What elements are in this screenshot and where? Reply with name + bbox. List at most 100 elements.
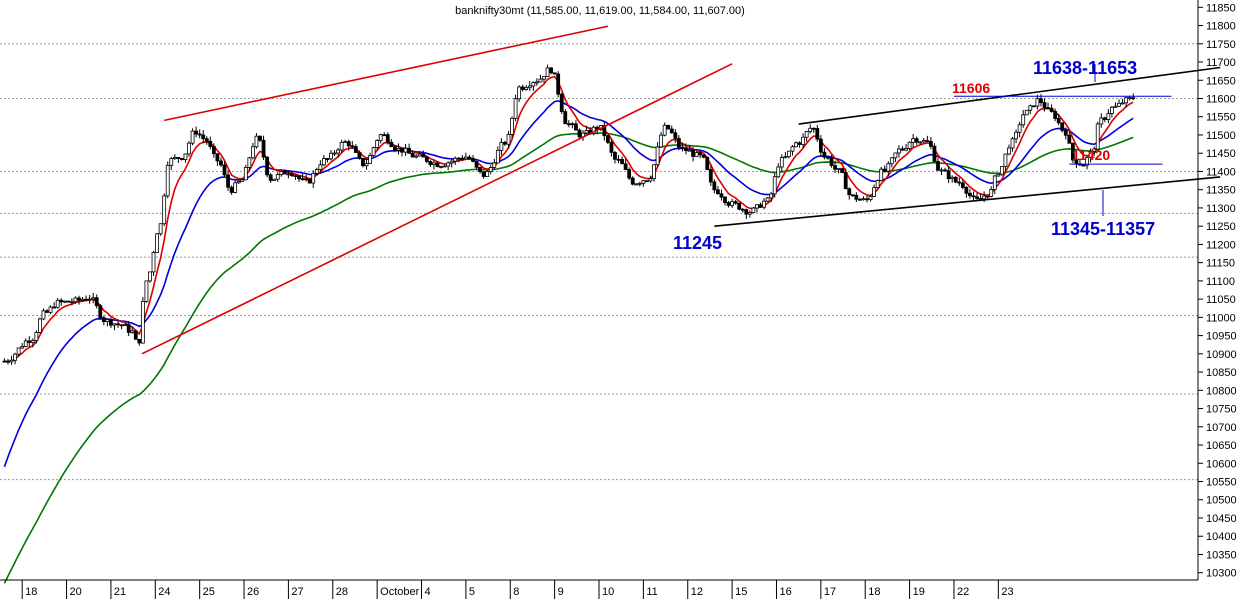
candle-body bbox=[907, 141, 912, 149]
candle-body bbox=[229, 186, 234, 193]
candle-body bbox=[254, 135, 259, 148]
candle-body bbox=[822, 151, 827, 158]
x-tick-label: 25 bbox=[203, 586, 215, 598]
candle-body bbox=[456, 157, 461, 160]
candle-body bbox=[368, 155, 372, 164]
candle-body bbox=[904, 147, 908, 151]
candle-body bbox=[247, 157, 252, 168]
candle-body bbox=[1031, 105, 1036, 108]
candle-body bbox=[939, 169, 944, 172]
trendline-channel-top bbox=[798, 66, 1221, 125]
y-tick-label: 10550 bbox=[1206, 477, 1237, 489]
y-tick-label: 11200 bbox=[1206, 239, 1236, 251]
candle-body bbox=[101, 317, 106, 322]
y-tick-label: 11800 bbox=[1206, 21, 1236, 33]
candle-body bbox=[1046, 107, 1050, 110]
candle-body bbox=[811, 127, 816, 130]
y-tick-label: 11600 bbox=[1206, 93, 1236, 105]
candle-body bbox=[1056, 118, 1061, 124]
candle-body bbox=[723, 196, 727, 203]
candle-body bbox=[442, 165, 447, 168]
candle-body bbox=[361, 157, 365, 167]
candle-body bbox=[194, 130, 199, 135]
candle-body bbox=[815, 128, 820, 140]
candle-body bbox=[751, 207, 756, 213]
y-tick-label: 11000 bbox=[1206, 312, 1236, 324]
candle-body bbox=[226, 174, 230, 188]
candle-body bbox=[453, 157, 458, 162]
annotation-label: 11420 bbox=[1072, 147, 1110, 163]
candle-body bbox=[449, 160, 454, 164]
candle-body bbox=[48, 306, 53, 313]
y-tick-label: 11850 bbox=[1206, 2, 1236, 14]
candle-body bbox=[339, 142, 344, 151]
x-tick-label: 24 bbox=[158, 586, 170, 598]
candle-body bbox=[84, 298, 88, 301]
candle-body bbox=[652, 164, 656, 180]
candle-body bbox=[865, 198, 869, 201]
trendline-channel-bottom bbox=[714, 176, 1221, 227]
candle-body bbox=[162, 195, 167, 225]
candle-body bbox=[279, 170, 284, 176]
candle-body bbox=[59, 299, 64, 303]
y-tick-label: 10650 bbox=[1206, 440, 1237, 452]
candle-body bbox=[94, 297, 99, 307]
x-tick-label: 11 bbox=[646, 586, 657, 598]
candle-body bbox=[16, 347, 21, 355]
candle-body bbox=[506, 133, 511, 145]
candle-body bbox=[705, 156, 710, 170]
candle-body bbox=[602, 125, 607, 137]
candle-body bbox=[999, 166, 1004, 175]
candle-body bbox=[889, 157, 894, 165]
y-tick-label: 10500 bbox=[1206, 495, 1237, 507]
candle-body bbox=[914, 138, 919, 143]
candle-body bbox=[1003, 153, 1008, 167]
candle-body bbox=[140, 300, 145, 344]
candle-body bbox=[989, 189, 994, 197]
candle-body bbox=[183, 153, 188, 160]
candle-body bbox=[875, 180, 880, 189]
candle-body bbox=[126, 324, 131, 333]
candle-body bbox=[648, 178, 653, 182]
candle-body bbox=[91, 297, 96, 300]
trendline-rising-red bbox=[141, 63, 733, 355]
candle-body bbox=[1106, 113, 1111, 120]
annotation-label: 11638-11653 bbox=[1033, 58, 1137, 78]
candle-body bbox=[176, 157, 181, 159]
candle-body bbox=[584, 129, 589, 134]
candle-body bbox=[645, 180, 649, 183]
candle-body bbox=[137, 338, 142, 344]
candle-body bbox=[446, 162, 451, 167]
candle-body bbox=[1095, 123, 1100, 150]
candle-body bbox=[1021, 114, 1026, 126]
candle-body bbox=[66, 300, 71, 303]
candle-body bbox=[290, 173, 294, 176]
candle-body bbox=[861, 198, 866, 201]
candle-body bbox=[432, 162, 436, 165]
candle-body bbox=[151, 252, 156, 273]
candle-body bbox=[971, 195, 976, 198]
candle-body bbox=[243, 167, 248, 181]
candle-body bbox=[843, 172, 848, 190]
x-tick-label: 4 bbox=[425, 586, 431, 598]
candle-body bbox=[45, 310, 49, 313]
candle-body bbox=[804, 131, 809, 138]
candle-body bbox=[1117, 102, 1121, 107]
candle-body bbox=[850, 194, 855, 197]
candle-body bbox=[737, 202, 742, 210]
candle-body bbox=[744, 209, 749, 215]
y-tick-label: 11300 bbox=[1206, 203, 1236, 215]
candle-body bbox=[460, 157, 465, 160]
candle-body bbox=[1110, 106, 1114, 114]
candle-body bbox=[350, 145, 355, 148]
candle-body bbox=[407, 147, 411, 154]
candle-body bbox=[463, 156, 468, 160]
candle-body bbox=[556, 73, 561, 95]
candle-body bbox=[630, 177, 635, 185]
candle-body bbox=[371, 147, 376, 156]
ma-mid-line bbox=[3, 100, 1134, 468]
candle-body bbox=[385, 134, 390, 143]
candle-body bbox=[605, 135, 610, 143]
x-tick-label: 15 bbox=[735, 586, 747, 598]
candle-body bbox=[403, 147, 408, 153]
